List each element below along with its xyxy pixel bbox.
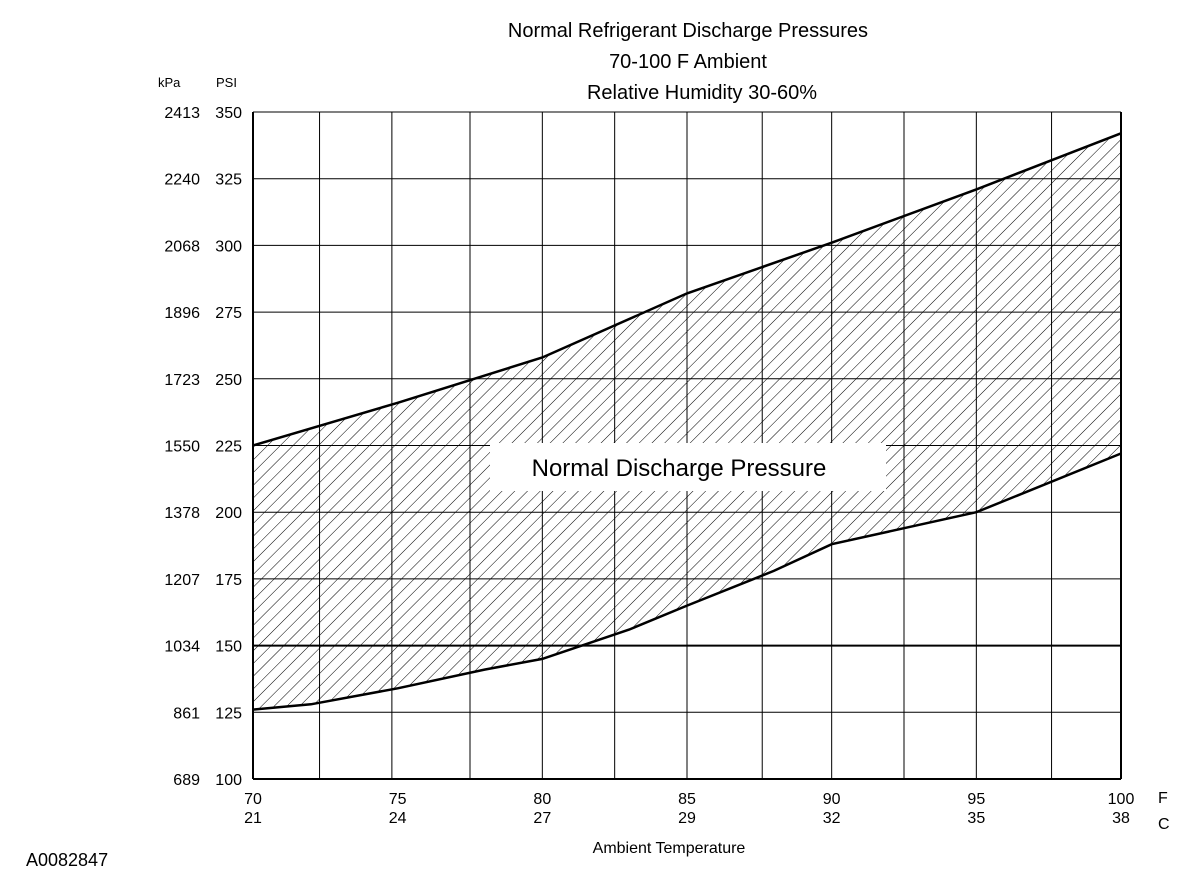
y-tick-psi: 125 xyxy=(215,705,242,722)
y-tick-kpa: 2240 xyxy=(164,172,200,189)
lower-limit-line xyxy=(252,452,1122,711)
figure-id: A0082847 xyxy=(26,850,108,870)
x-tick-labels: 70 21 75 24 80 27 85 29 90 32 95 35 100 38 xyxy=(244,791,1134,827)
band-label: Normal Discharge Pressure xyxy=(532,455,827,482)
x-tick-fahrenheit: 90 xyxy=(823,791,841,808)
y-tick-psi: 275 xyxy=(215,305,242,322)
x-tick-fahrenheit: 85 xyxy=(678,791,696,808)
x-tick-fahrenheit: 75 xyxy=(389,791,407,808)
band-label-background xyxy=(490,443,886,491)
x-tick-fahrenheit: 100 xyxy=(1108,791,1135,808)
y-tick-psi: 150 xyxy=(215,639,242,656)
x-tick-celsius: 21 xyxy=(244,810,262,827)
chart-title-line-3: Relative Humidity 30-60% xyxy=(587,82,817,104)
kpa-unit-label: kPa xyxy=(158,75,181,90)
y-tick-psi: 350 xyxy=(215,105,242,122)
y-tick-kpa: 1550 xyxy=(164,439,200,456)
y-tick-kpa: 1378 xyxy=(164,505,200,522)
x-tick-celsius: 27 xyxy=(533,810,551,827)
y-tick-psi: 100 xyxy=(215,772,242,789)
y-tick-kpa: 2068 xyxy=(164,238,200,255)
y-tick-kpa: 1723 xyxy=(164,372,200,389)
y-tick-psi: 175 xyxy=(215,572,242,589)
y-tick-psi: 300 xyxy=(215,238,242,255)
x-axis-label: Ambient Temperature xyxy=(593,840,746,857)
x-unit-celsius: C xyxy=(1158,816,1170,833)
y-tick-kpa: 1896 xyxy=(164,305,200,322)
x-tick-celsius: 35 xyxy=(967,810,985,827)
chart-title-line-2: 70-100 F Ambient xyxy=(609,51,767,73)
y-tick-psi: 325 xyxy=(215,172,242,189)
x-tick-fahrenheit: 70 xyxy=(244,791,262,808)
y-tick-labels: 2413 350 2240 325 2068 300 1896 275 1723 250 1550 2… xyxy=(164,105,242,789)
x-tick-celsius: 38 xyxy=(1112,810,1130,827)
x-tick-fahrenheit: 95 xyxy=(967,791,985,808)
psi-unit-label: PSI xyxy=(216,75,237,90)
y-tick-psi: 225 xyxy=(215,439,242,456)
y-tick-kpa: 1207 xyxy=(164,572,200,589)
x-tick-celsius: 32 xyxy=(823,810,841,827)
x-tick-fahrenheit: 80 xyxy=(533,791,551,808)
x-tick-celsius: 24 xyxy=(389,810,407,827)
y-tick-psi: 250 xyxy=(215,372,242,389)
y-tick-kpa: 1034 xyxy=(164,639,200,656)
x-tick-celsius: 29 xyxy=(678,810,696,827)
band-boundaries xyxy=(252,132,1122,711)
y-tick-psi: 200 xyxy=(215,505,242,522)
x-unit-fahrenheit: F xyxy=(1158,790,1168,807)
y-tick-kpa: 861 xyxy=(173,705,200,722)
y-tick-kpa: 689 xyxy=(173,772,200,789)
chart-title-line-1: Normal Refrigerant Discharge Pressures xyxy=(508,20,868,42)
upper-limit-line xyxy=(252,132,1122,447)
y-tick-kpa: 2413 xyxy=(164,105,200,122)
